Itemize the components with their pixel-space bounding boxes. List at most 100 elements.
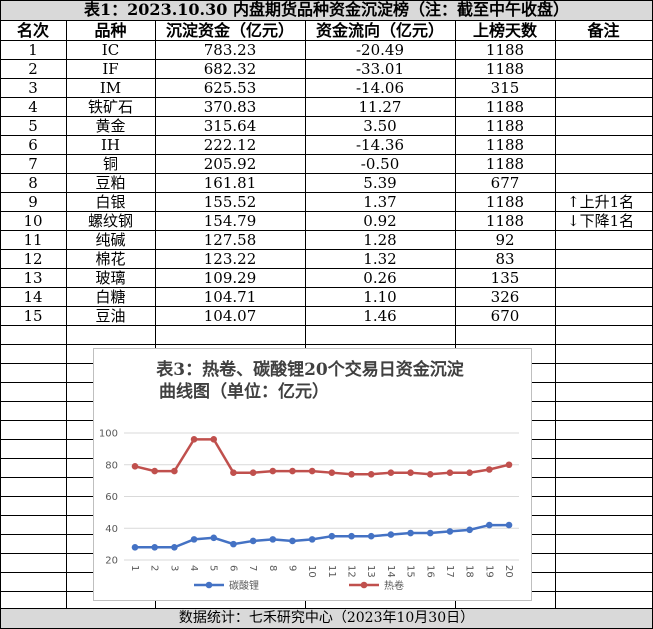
point <box>171 544 178 551</box>
point <box>387 469 395 476</box>
table-cell: 螺纹钢 <box>87 212 133 230</box>
table-cell: 黄金 <box>95 117 126 135</box>
point <box>308 467 316 475</box>
table-cell: 1.46 <box>363 307 397 325</box>
grid-col-line <box>555 20 556 608</box>
point <box>505 461 513 469</box>
x-tick-label: 7 <box>247 565 258 571</box>
table-cell: 豆油 <box>95 307 126 325</box>
table-cell: 3 <box>28 79 38 97</box>
point <box>190 436 198 443</box>
grid-row-line <box>0 97 653 98</box>
table-cell: 5 <box>28 117 38 135</box>
table-cell: 677 <box>490 174 520 192</box>
x-tick-label: 15 <box>405 565 416 578</box>
grid-col-line <box>0 0 1 629</box>
y-tick-label: 20 <box>105 556 118 567</box>
table-cell: 135 <box>490 269 520 287</box>
table-cell: ↓下降1名 <box>567 212 635 230</box>
grid-row-line <box>0 135 653 136</box>
table-cell: 11 <box>23 231 43 249</box>
table-cell: 109.29 <box>203 269 257 287</box>
table-cell: 92 <box>495 231 515 249</box>
grid-row-line <box>0 325 653 326</box>
x-tick-label: 17 <box>444 565 455 578</box>
point <box>171 467 178 475</box>
grid-row-line <box>0 344 653 345</box>
legend-marker <box>205 581 213 589</box>
point <box>269 536 277 543</box>
table-cell: -0.50 <box>360 155 400 173</box>
x-tick-label: 4 <box>188 565 199 571</box>
x-tick-label: 13 <box>365 565 376 578</box>
table-cell: 白糖 <box>95 288 126 306</box>
legend-label: 热卷 <box>384 579 404 592</box>
x-tick-label: 2 <box>149 565 160 571</box>
grid-col-line <box>305 20 306 608</box>
point <box>210 534 218 542</box>
table-cell: 127.58 <box>203 231 257 249</box>
legend-marker <box>360 581 368 589</box>
point <box>230 469 237 476</box>
table-cell: 83 <box>495 250 515 268</box>
table-cell: 326 <box>490 288 520 306</box>
point <box>486 466 493 473</box>
table-cell: 8 <box>28 174 38 192</box>
table-cell: 4 <box>28 98 38 116</box>
table-cell: 370.83 <box>203 98 257 116</box>
table-cell: 15 <box>23 307 43 325</box>
grid-row-line <box>0 173 653 174</box>
point <box>407 469 414 476</box>
table-cell: 6 <box>28 136 38 154</box>
table-cell: 104.07 <box>203 307 257 325</box>
table-cell: 1.28 <box>363 231 397 249</box>
grid-row-line <box>0 230 653 231</box>
table-cell: IC <box>101 41 120 59</box>
point <box>466 469 473 476</box>
table-cell: IH <box>100 136 120 154</box>
point <box>486 521 493 529</box>
table-cell: 12 <box>23 250 43 268</box>
point <box>230 540 237 548</box>
table-cell: 682.32 <box>203 60 257 78</box>
y-tick-label: 40 <box>105 524 118 535</box>
y-tick-label: 100 <box>99 429 118 440</box>
point <box>190 536 198 543</box>
grid-row-line <box>0 211 653 212</box>
table-cell: 1 <box>28 41 38 59</box>
x-tick-label: 20 <box>503 565 514 578</box>
chart-title: 表3：热卷、碳酸锂20个交易日资金沉淀 <box>156 359 464 380</box>
grid-row-line <box>0 268 653 269</box>
point <box>328 469 336 476</box>
x-tick-label: 16 <box>424 565 435 578</box>
point <box>387 531 395 538</box>
table-cell: 5.39 <box>363 174 397 192</box>
grid-row-line <box>0 192 653 193</box>
table-cell: 1188 <box>485 41 525 59</box>
table-cell: 783.23 <box>203 41 257 59</box>
table-cell: -14.06 <box>355 79 404 97</box>
point <box>407 529 414 537</box>
header-cell: 品种 <box>94 21 127 40</box>
chart-title: 曲线图（单位：亿元） <box>159 381 329 402</box>
grid-row-line <box>0 20 653 21</box>
point <box>367 532 375 540</box>
grid-row-line <box>0 608 653 609</box>
table-cell: 纯碱 <box>95 231 126 249</box>
table-cell: 10 <box>23 212 43 230</box>
table-cell: 1.32 <box>363 250 397 268</box>
table-cell: 3.50 <box>363 117 397 135</box>
table-cell: 铁矿石 <box>87 98 133 116</box>
table-cell: 铜 <box>102 155 118 173</box>
table-cell: -14.36 <box>355 136 404 154</box>
table-cell: 1188 <box>485 136 525 154</box>
table-cell: 1188 <box>485 60 525 78</box>
point <box>308 536 316 543</box>
x-tick-label: 8 <box>267 565 278 571</box>
point <box>367 470 375 478</box>
table-cell: 0.26 <box>363 269 397 287</box>
point <box>131 463 139 470</box>
x-tick-label: 1 <box>129 565 140 571</box>
x-tick-label: 9 <box>286 565 297 571</box>
